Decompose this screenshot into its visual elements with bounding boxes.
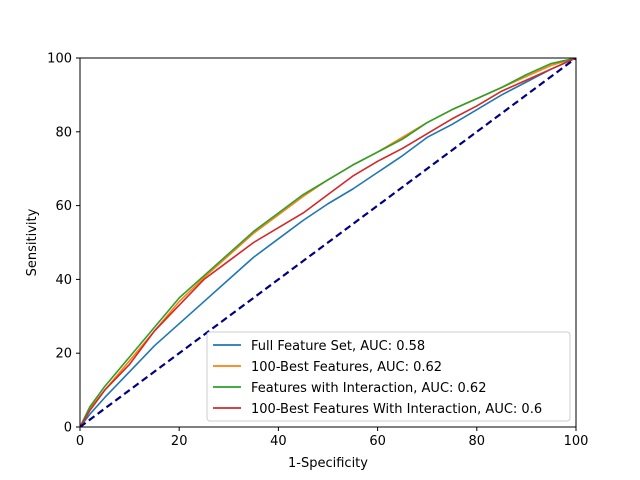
y-axis-label: Sensitivity bbox=[25, 208, 40, 276]
x-tick-label: 80 bbox=[469, 434, 486, 449]
x-tick-label: 60 bbox=[369, 434, 386, 449]
x-tick-label: 100 bbox=[564, 434, 589, 449]
legend-label-2: 100-Best Features, AUC: 0.62 bbox=[251, 360, 442, 375]
legend-label-4: 100-Best Features With Interaction, AUC:… bbox=[251, 402, 542, 417]
y-tick-label: 80 bbox=[55, 125, 72, 140]
x-tick-label: 20 bbox=[171, 434, 188, 449]
y-tick-label: 40 bbox=[55, 273, 72, 288]
x-tick-label: 0 bbox=[76, 434, 84, 449]
legend-label-1: Full Feature Set, AUC: 0.58 bbox=[251, 339, 425, 354]
series-line-1 bbox=[80, 58, 576, 427]
legend-label-3: Features with Interaction, AUC: 0.62 bbox=[251, 381, 486, 396]
legend-box bbox=[206, 331, 571, 422]
y-tick-label: 0 bbox=[64, 421, 72, 436]
legend: Full Feature Set, AUC: 0.58 100-Best Feat… bbox=[206, 331, 571, 422]
series-lines-layer bbox=[80, 58, 576, 427]
y-tick-label: 20 bbox=[55, 347, 72, 362]
y-tick-label: 100 bbox=[47, 52, 72, 67]
x-tick-label: 40 bbox=[270, 434, 287, 449]
series-line-4 bbox=[80, 58, 576, 427]
plot-area-frame bbox=[79, 57, 577, 428]
reference-diagonal-line bbox=[80, 58, 576, 427]
series-line-3 bbox=[80, 58, 576, 427]
x-axis-label: 1-Specificity bbox=[288, 456, 368, 471]
axis-ticks-layer: 0 20 40 60 80 100 0 20 40 60 80 100 bbox=[47, 52, 588, 450]
y-tick-label: 60 bbox=[55, 199, 72, 214]
